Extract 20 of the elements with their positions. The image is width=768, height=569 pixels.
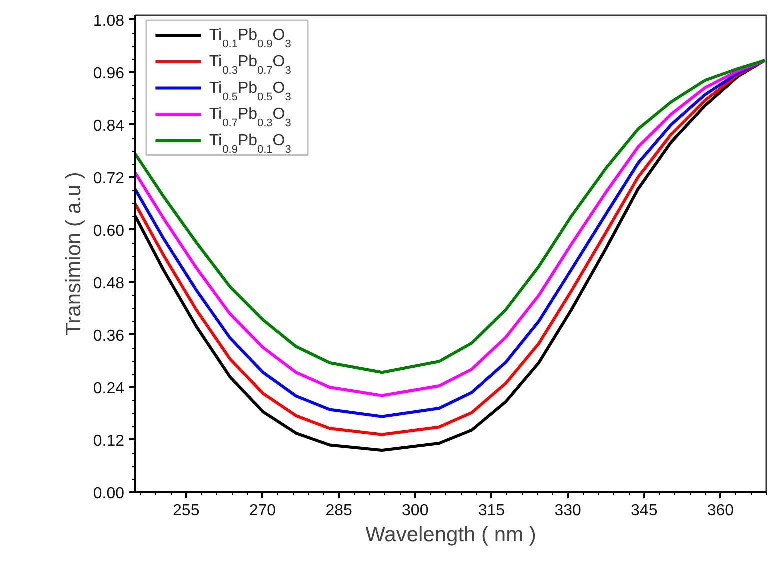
y-tick-label: 0.84 bbox=[93, 118, 125, 135]
y-tick-label: 0.72 bbox=[93, 170, 125, 188]
x-tick-label: 300 bbox=[402, 502, 429, 520]
y-tick-label: 1.08 bbox=[93, 12, 125, 30]
y-tick-label: 0.12 bbox=[93, 432, 125, 450]
y-tick-label: 0.96 bbox=[93, 65, 125, 82]
x-tick-label: 285 bbox=[326, 502, 352, 520]
y-tick-label: 0.60 bbox=[93, 222, 125, 240]
y-tick-label: 0.24 bbox=[93, 380, 125, 398]
y-tick-label: 0.48 bbox=[93, 275, 125, 292]
x-tick-label: 360 bbox=[707, 502, 734, 520]
x-tick-label: 255 bbox=[173, 502, 200, 520]
x-tick-label: 270 bbox=[249, 502, 276, 520]
y-axis-title: Transimion ( a.u ) bbox=[62, 172, 86, 336]
x-tick-label: 315 bbox=[478, 502, 506, 520]
y-tick-label: 0.36 bbox=[93, 328, 125, 345]
x-tick-label: 345 bbox=[631, 502, 658, 520]
x-axis-title: Wavelength ( nm ) bbox=[366, 524, 536, 546]
y-tick-label: 0.00 bbox=[93, 486, 125, 502]
x-tick-label: 330 bbox=[554, 502, 582, 520]
